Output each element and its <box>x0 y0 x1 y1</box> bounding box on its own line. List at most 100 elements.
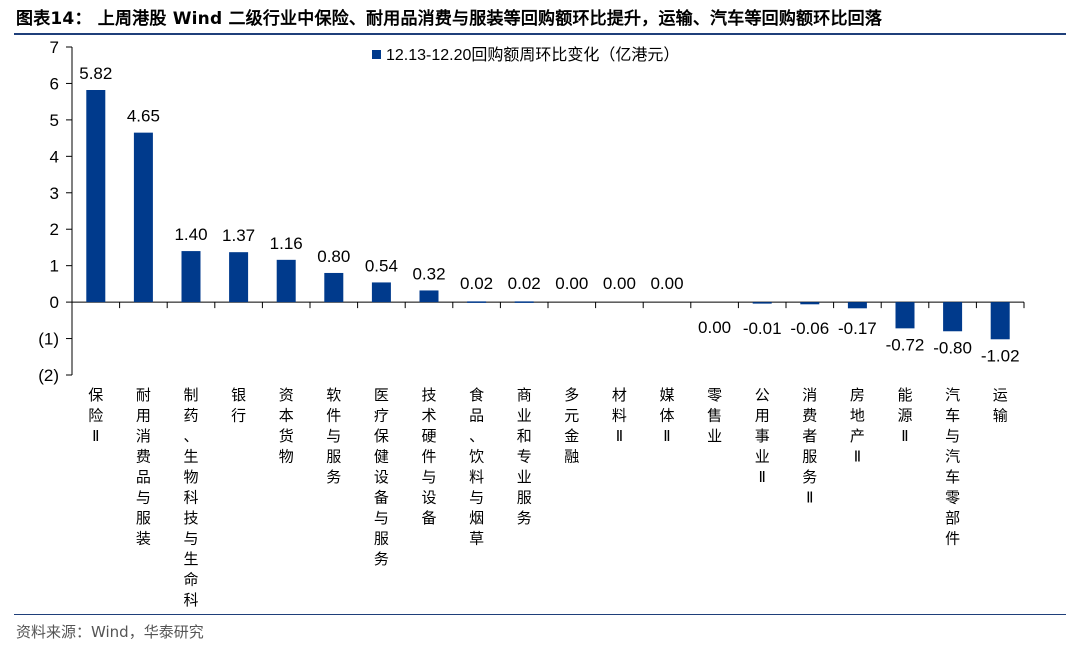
category-label-char: 和 <box>517 427 532 445</box>
category-label-char: 、 <box>469 427 484 445</box>
category-label-char: Ⅱ <box>663 427 670 445</box>
y-tick-label: 6 <box>50 74 59 93</box>
y-tick-label: 5 <box>50 111 59 130</box>
data-label: -0.72 <box>886 335 925 354</box>
y-tick-label: 0 <box>50 293 59 312</box>
category-label-char: 货 <box>279 427 294 445</box>
category-label-char: 备 <box>421 509 436 527</box>
category-label-char: 件 <box>421 448 436 466</box>
category-label-char: 源 <box>897 407 912 425</box>
category-label-char: 费 <box>802 407 817 425</box>
data-label: 0.00 <box>603 274 636 293</box>
bar <box>324 272 344 303</box>
category-label-char: 技 <box>183 509 198 527</box>
category-label-char: Ⅱ <box>901 427 908 445</box>
category-label-char: 汽 <box>945 386 960 404</box>
category-label-char: 元 <box>564 407 579 425</box>
legend-swatch <box>372 50 381 59</box>
y-tick-label: 1 <box>50 257 59 276</box>
category-label-char: 物 <box>183 468 198 486</box>
category-label-char: 生 <box>183 550 198 568</box>
category-label-char: 耐 <box>136 386 151 404</box>
category-label-char: 资 <box>279 386 294 404</box>
category-label-char: 产 <box>850 427 865 445</box>
category-label-char: 费 <box>136 448 151 466</box>
category-label-char: 务 <box>326 468 341 486</box>
category-label-char: 用 <box>755 407 770 425</box>
category-label-char: 消 <box>802 386 817 404</box>
category-label-char: 设 <box>421 489 436 507</box>
data-label: 0.00 <box>555 274 588 293</box>
category-label-char: 服 <box>374 530 389 548</box>
bar <box>371 282 391 303</box>
data-label: 0.00 <box>650 274 683 293</box>
y-tick-label: 2 <box>50 220 59 239</box>
category-label-char: 地 <box>850 407 865 425</box>
category-label-char: 烟 <box>469 509 484 527</box>
bar <box>895 302 915 329</box>
category-label-char: 汽 <box>945 448 960 466</box>
category-label-char: 者 <box>802 427 817 445</box>
category-label-char: 医 <box>374 386 389 404</box>
category-label-char: 业 <box>517 468 532 486</box>
category-label-char: 媒 <box>659 386 674 404</box>
category-label-char: 与 <box>469 489 484 507</box>
bar <box>133 132 153 303</box>
category-label-char: 业 <box>755 448 770 466</box>
category-label-char: 与 <box>421 468 436 486</box>
category-label-char: 生 <box>183 448 198 466</box>
category-label-char: 能 <box>897 386 912 404</box>
data-label: -0.06 <box>790 319 829 338</box>
category-label-char: 车 <box>945 407 960 425</box>
category-label-char: 备 <box>374 489 389 507</box>
category-label-char: 用 <box>136 407 151 425</box>
y-tick-label: (1) <box>38 330 59 349</box>
category-label-char: 金 <box>564 427 579 445</box>
data-label: 1.16 <box>270 234 303 253</box>
category-label-char: Ⅱ <box>92 427 99 445</box>
category-label-char: 融 <box>564 448 579 466</box>
category-label-char: 务 <box>517 509 532 527</box>
data-label: 0.02 <box>460 274 493 293</box>
category-label-char: 装 <box>136 530 151 548</box>
data-label: 0.80 <box>317 247 350 266</box>
data-label: 1.40 <box>174 225 207 244</box>
category-label-char: 健 <box>374 448 389 466</box>
category-label-char: 专 <box>517 448 532 466</box>
category-label-char: 料 <box>469 468 484 486</box>
y-tick-label: 4 <box>50 147 59 166</box>
category-label-char: Ⅱ <box>806 489 813 507</box>
category-label-char: 材 <box>612 386 627 404</box>
category-label-char: 银 <box>231 386 246 404</box>
category-label-char: 科 <box>183 489 198 507</box>
y-tick-label: 7 <box>50 38 59 57</box>
category-label-char: 服 <box>326 448 341 466</box>
category-label-char: 输 <box>993 407 1008 425</box>
bar <box>514 301 534 303</box>
category-label-char: 品 <box>136 468 151 486</box>
category-label-char: 公 <box>755 386 770 404</box>
data-label: 4.65 <box>127 107 160 126</box>
category-label-char: 服 <box>517 489 532 507</box>
category-label-char: 物 <box>279 448 294 466</box>
y-tick-label: (2) <box>38 366 59 385</box>
category-label-char: 务 <box>374 550 389 568</box>
category-label-char: 件 <box>945 530 960 548</box>
category-label-char: 技 <box>421 386 436 404</box>
bar <box>943 302 963 332</box>
category-label-char: 制 <box>183 386 198 404</box>
data-label: 0.54 <box>365 256 398 275</box>
legend-label: 12.13-12.20回购额周环比变化（亿港元） <box>386 46 679 64</box>
bar <box>800 302 820 305</box>
category-label-char: 食 <box>469 386 484 404</box>
category-label-char: 务 <box>802 468 817 486</box>
data-label: -0.17 <box>838 319 877 338</box>
category-label-char: 零 <box>945 489 960 507</box>
bar <box>847 302 867 309</box>
category-label-char: 保 <box>88 386 103 404</box>
category-label-char: 业 <box>517 407 532 425</box>
data-label: -0.01 <box>743 319 782 338</box>
source-note: 资料来源：Wind，华泰研究 <box>16 623 204 641</box>
category-label-char: Ⅱ <box>854 448 861 466</box>
bar <box>419 290 439 303</box>
